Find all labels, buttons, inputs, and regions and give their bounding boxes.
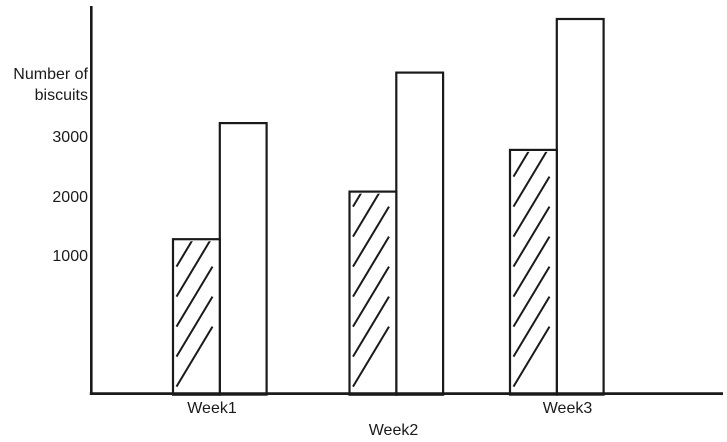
y-axis-label: Number of biscuits <box>13 66 88 104</box>
bar-week1-plain <box>218 121 268 396</box>
x-category-label: Week3 <box>542 400 593 417</box>
y-tick-label: 1000 <box>52 248 88 265</box>
bar-week3-hatched <box>508 148 558 396</box>
diagonal-hatch-pattern <box>352 193 390 388</box>
diagonal-hatch-pattern <box>175 241 214 388</box>
x-category-label: Week2 <box>368 422 419 439</box>
diagonal-hatch-pattern <box>512 151 551 388</box>
y-tick-label: 2000 <box>52 188 88 206</box>
y-tick-label: 3000 <box>52 129 88 146</box>
bar-week3-plain <box>555 17 605 396</box>
bar-week2-plain <box>395 71 445 396</box>
x-category-label: Week1 <box>187 400 237 417</box>
